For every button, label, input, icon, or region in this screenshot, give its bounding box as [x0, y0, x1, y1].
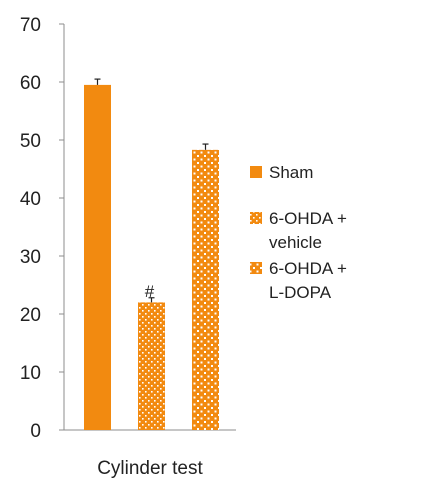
significance-marker: #	[145, 282, 155, 301]
legend-label: L-DOPA	[269, 283, 332, 302]
y-tick-label: 50	[20, 131, 41, 152]
y-tick-label: 10	[20, 363, 41, 384]
legend-label: Sham	[269, 163, 313, 182]
y-tick-label: 70	[20, 15, 41, 36]
legend: Sham 6-OHDA + vehicle 6-OHDA + L-DOPA	[250, 163, 347, 302]
legend-label: 6-OHDA +	[269, 209, 347, 228]
bar	[192, 149, 219, 431]
legend-label: vehicle	[269, 233, 322, 252]
legend-swatch	[250, 166, 262, 178]
y-tick-label: 20	[20, 305, 41, 326]
y-tick-label: 60	[20, 73, 41, 94]
legend-swatch	[250, 212, 262, 224]
axes: 0 10 20 30 40 50 60 70 Cylinder test	[20, 15, 236, 479]
x-category-label: Cylinder test	[97, 458, 203, 479]
bar	[84, 84, 111, 431]
legend-swatch	[250, 262, 262, 274]
y-tick-label: 40	[20, 189, 41, 210]
bars: #	[84, 78, 219, 431]
y-tick-label: 0	[30, 421, 41, 442]
bar	[138, 302, 165, 430]
y-tick-label: 30	[20, 247, 41, 268]
legend-label: 6-OHDA +	[269, 259, 347, 278]
